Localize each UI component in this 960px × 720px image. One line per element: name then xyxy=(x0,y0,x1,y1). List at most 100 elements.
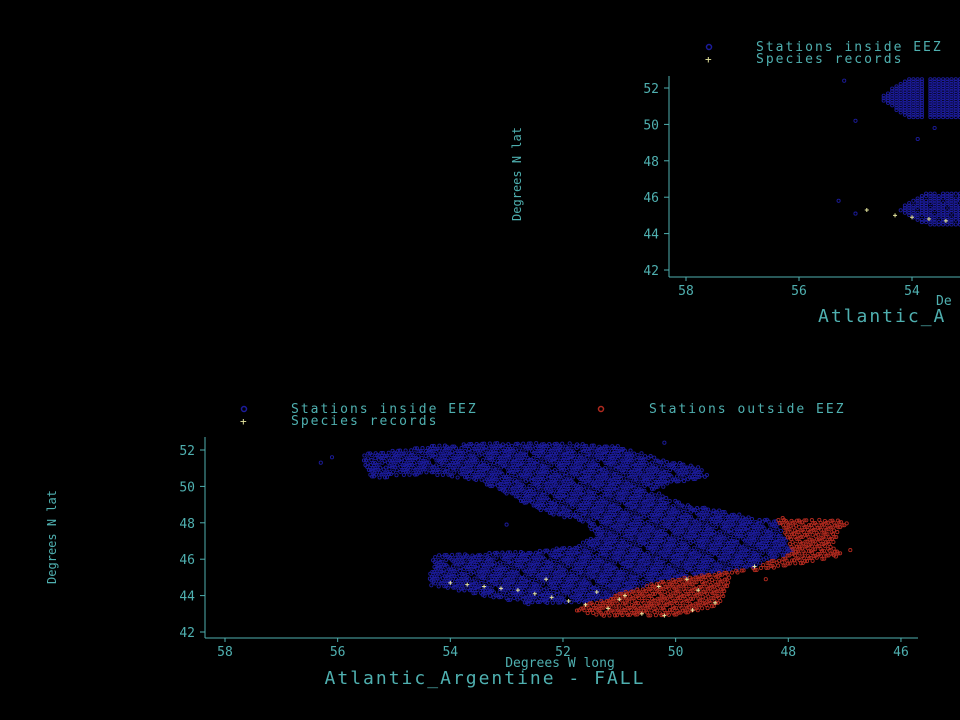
bottom-inside-point xyxy=(632,498,637,504)
top-inside-point xyxy=(919,210,924,215)
bottom-inside-point xyxy=(633,489,638,494)
top-inside-point xyxy=(949,100,954,105)
top-inside-point xyxy=(949,191,954,196)
bottom-inside-point xyxy=(651,517,656,522)
bottom-inside-point xyxy=(449,567,454,572)
bottom-inside-point xyxy=(549,484,554,489)
bottom-inside-point xyxy=(714,546,719,551)
bottom-inside-point xyxy=(602,495,607,500)
bottom-inside-point xyxy=(555,553,561,558)
bottom-inside-point xyxy=(524,449,529,454)
top-inside-point xyxy=(957,115,960,120)
top-inside-point xyxy=(915,196,920,201)
bottom-inside-point xyxy=(556,574,561,579)
top-inside-point xyxy=(957,77,960,82)
bottom-inside-point xyxy=(554,489,560,494)
top-inside-point xyxy=(949,220,954,225)
top-inside-point xyxy=(953,110,958,115)
bottom-inside-point xyxy=(712,567,718,572)
bottom-inside-point xyxy=(485,477,490,482)
top-inside-point xyxy=(936,77,941,82)
bottom-inside-point xyxy=(714,567,719,572)
bottom-inside-point xyxy=(665,477,670,482)
bottom-inside-point xyxy=(628,584,633,589)
bottom-inside-point xyxy=(589,584,594,589)
bottom-inside-point xyxy=(527,588,532,593)
bottom-inside-point xyxy=(466,586,471,591)
top-inside-point xyxy=(928,205,933,210)
top-inside-point xyxy=(957,93,960,98)
bottom-inside-point xyxy=(642,488,647,493)
top-inside-point xyxy=(919,205,924,210)
bottom-legend: Stations inside EEZ Stations outside EEZ… xyxy=(240,402,844,429)
bottom-inside-point xyxy=(594,536,599,541)
bottom-inside-point xyxy=(703,569,708,574)
bottom-inside-point xyxy=(514,484,519,489)
bottom-inside-point xyxy=(501,484,506,490)
bottom-inside-point xyxy=(465,569,470,575)
top-inside-point xyxy=(915,201,920,206)
bottom-inside-point xyxy=(463,552,468,557)
top-inside-point xyxy=(932,107,937,113)
bottom-inside-point xyxy=(634,546,639,551)
bottom-inside-point xyxy=(645,572,650,577)
bottom-inside-point xyxy=(487,477,492,482)
top-species-point xyxy=(864,207,869,212)
bottom-inside-point xyxy=(454,572,459,577)
top-inside-point xyxy=(945,222,950,227)
bottom-inside-point xyxy=(437,553,442,558)
bottom-inside-point xyxy=(721,531,726,536)
bottom-inside-point xyxy=(758,560,763,565)
bottom-inside-point xyxy=(515,567,521,572)
top-inside-point xyxy=(941,105,946,110)
bottom-inside-point xyxy=(771,529,776,534)
bottom-inside-point xyxy=(538,565,543,570)
bottom-inside-point xyxy=(612,591,617,596)
bottom-inside-point xyxy=(441,562,447,567)
bottom-inside-point xyxy=(513,477,518,482)
bottom-inside-point xyxy=(537,583,542,588)
bottom-inside-point xyxy=(477,557,482,563)
top-inside-point xyxy=(907,86,912,91)
bottom-inside-point xyxy=(531,560,536,565)
bottom-inside-point xyxy=(622,501,627,506)
bottom-inside-point xyxy=(692,545,697,550)
bottom-inside-point xyxy=(690,570,695,575)
top-inside-point xyxy=(945,77,950,82)
bottom-inside-point xyxy=(639,551,644,556)
top-inside-point xyxy=(907,208,912,213)
bottom-inside-point xyxy=(430,569,435,575)
bottom-inside-point xyxy=(580,545,585,550)
top-inside-point xyxy=(928,210,933,215)
bottom-inside-point xyxy=(593,525,598,530)
top-inside-point xyxy=(928,208,933,213)
top-inside-point xyxy=(924,217,929,222)
top-inside-point xyxy=(957,100,960,105)
bottom-inside-point xyxy=(689,475,694,480)
bottom-inside-point xyxy=(511,579,516,584)
bottom-inside-point xyxy=(583,505,588,511)
top-inside-point xyxy=(941,115,946,120)
bottom-inside-point xyxy=(673,515,679,520)
bottom-inside-point xyxy=(671,503,676,508)
top-inside-point xyxy=(949,81,954,87)
bottom-inside-point xyxy=(648,480,653,485)
bottom-inside-point xyxy=(509,443,514,448)
top-inside-point xyxy=(928,112,933,117)
bottom-inside-point xyxy=(746,515,751,520)
bottom-inside-point xyxy=(656,496,661,501)
bottom-inside-point xyxy=(613,534,618,539)
top-inside-point xyxy=(953,210,958,215)
bottom-inside-point xyxy=(595,579,600,584)
top-inside-point xyxy=(915,98,920,103)
bottom-inside-point xyxy=(660,515,666,520)
bottom-inside-point xyxy=(613,560,618,565)
bottom-inside-point xyxy=(488,562,493,567)
bottom-inside-point xyxy=(686,550,691,555)
bottom-inside-point xyxy=(616,570,621,575)
top-inside-point xyxy=(945,103,950,108)
top-inside-point xyxy=(953,81,958,87)
bottom-inside-point xyxy=(533,581,538,586)
bottom-inside-point xyxy=(628,448,633,453)
bottom-inside-point xyxy=(682,479,687,484)
